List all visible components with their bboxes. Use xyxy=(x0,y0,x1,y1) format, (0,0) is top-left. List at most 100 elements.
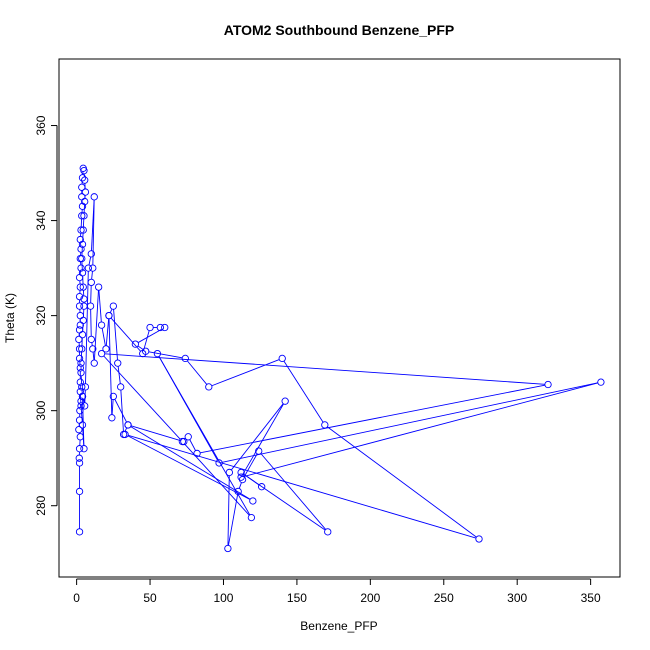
data-point xyxy=(75,445,84,453)
line-segment xyxy=(114,399,127,423)
data-point xyxy=(80,167,88,175)
data-point xyxy=(76,235,84,244)
line-segment xyxy=(88,256,92,266)
data-point xyxy=(77,245,85,253)
data-point xyxy=(117,383,125,391)
data-point xyxy=(75,528,84,536)
data-point xyxy=(178,437,187,446)
line-segment xyxy=(101,328,106,346)
line-segment xyxy=(186,360,208,385)
line-segment xyxy=(128,434,477,539)
data-point xyxy=(75,487,84,496)
data-point xyxy=(78,183,86,191)
data-point xyxy=(78,254,86,263)
data-point xyxy=(77,359,85,367)
data-point xyxy=(102,345,110,353)
line-segment xyxy=(80,409,83,422)
data-point xyxy=(87,335,95,344)
data-point xyxy=(141,347,150,355)
line-segment xyxy=(242,403,284,475)
line-segment xyxy=(109,308,113,313)
data-point xyxy=(79,226,87,234)
data-point xyxy=(76,311,84,320)
data-point xyxy=(81,402,89,410)
y-tick-label: 360 xyxy=(34,115,48,135)
data-point xyxy=(87,278,95,287)
data-point xyxy=(321,421,329,429)
data-point xyxy=(81,188,90,196)
data-point xyxy=(225,468,234,477)
line-segment xyxy=(243,473,260,486)
y-tick-label: 320 xyxy=(34,305,48,325)
line-segment xyxy=(98,290,102,322)
data-point xyxy=(181,354,189,363)
plot-frame xyxy=(58,58,621,578)
line-segment xyxy=(127,435,251,500)
y-tick-label: 340 xyxy=(34,210,48,230)
data-point xyxy=(234,487,242,496)
data-point xyxy=(78,421,87,429)
data-point xyxy=(131,340,140,348)
line-segment xyxy=(143,330,150,351)
line-segment xyxy=(137,328,163,343)
data-point xyxy=(105,311,113,320)
data-point xyxy=(76,364,84,372)
x-tick-label: 0 xyxy=(73,591,80,605)
data-point xyxy=(78,392,87,401)
data-point xyxy=(119,430,128,439)
data-point xyxy=(80,302,88,310)
data-point xyxy=(161,323,169,332)
data-point xyxy=(81,197,89,206)
data-point xyxy=(184,433,192,441)
line-segment xyxy=(91,271,93,280)
data-point xyxy=(78,212,86,220)
line-segment xyxy=(120,390,124,432)
data-point xyxy=(79,316,87,325)
data-point xyxy=(84,264,93,272)
line-segment xyxy=(130,426,251,500)
data-point xyxy=(224,544,232,553)
line-segment xyxy=(110,317,141,352)
line-segment xyxy=(283,360,324,423)
y-axis: 280 300 320 340 360 xyxy=(34,115,58,516)
data-point xyxy=(205,383,213,391)
series-line xyxy=(78,171,598,546)
data-point xyxy=(97,349,106,358)
line-segment xyxy=(227,475,230,546)
data-point xyxy=(90,359,98,367)
data-point xyxy=(153,349,162,358)
data-point xyxy=(124,421,132,429)
line-segment xyxy=(103,355,181,440)
data-point xyxy=(156,323,164,332)
data-point xyxy=(80,212,88,220)
y-tick-label: 300 xyxy=(34,400,48,420)
data-point xyxy=(77,264,85,272)
data-point xyxy=(258,483,266,491)
x-tick-label: 50 xyxy=(143,591,157,605)
data-point xyxy=(247,513,256,522)
data-point xyxy=(77,369,85,377)
data-point xyxy=(121,430,129,439)
data-point xyxy=(87,250,95,258)
line-segment xyxy=(117,366,121,384)
data-point xyxy=(544,380,552,389)
data-point xyxy=(78,383,86,391)
data-point xyxy=(81,176,89,184)
data-point xyxy=(76,378,84,386)
data-point xyxy=(76,388,84,396)
data-point xyxy=(78,269,87,277)
data-point xyxy=(597,378,605,386)
data-point xyxy=(75,426,83,434)
chart-title: ATOM2 Southbound Benzene_PFP xyxy=(224,22,455,38)
data-point xyxy=(75,454,83,462)
line-segment xyxy=(104,353,545,385)
y-tick-label: 280 xyxy=(34,495,48,515)
x-tick-label: 200 xyxy=(360,591,380,605)
x-axis: 0 50 100 150 200 250 300 350 xyxy=(73,578,601,605)
x-tick-label: 350 xyxy=(581,591,601,605)
data-point xyxy=(78,330,87,339)
data-point xyxy=(75,292,84,301)
data-point xyxy=(76,433,84,441)
data-point xyxy=(81,383,90,391)
